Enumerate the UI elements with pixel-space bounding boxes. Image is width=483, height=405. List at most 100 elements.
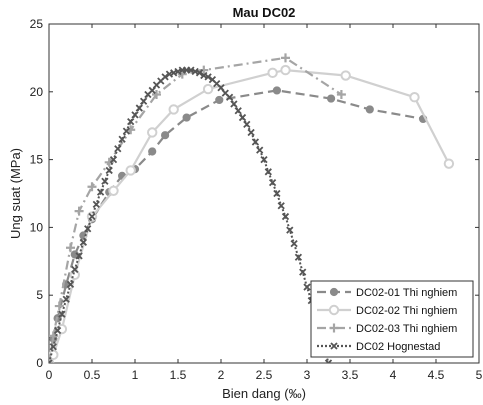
series-dc02-01-thi-nghiem-marker — [148, 147, 157, 156]
series-dc02-hognestad-marker — [247, 128, 255, 137]
series-dc02-hognestad-marker — [66, 280, 75, 288]
legend: DC02-01 Thi nghiem DC02-02 Thi nghiem DC02… — [310, 280, 474, 358]
series-dc02-hognestad-marker — [238, 113, 247, 122]
series-dc02-02-thi-nghiem-marker — [125, 165, 136, 176]
series-dc02-hognestad-marker — [195, 69, 204, 77]
series-dc02-hognestad-marker — [75, 252, 83, 260]
series-dc02-01-thi-nghiem-marker — [182, 113, 191, 122]
series-dc02-hognestad-marker — [324, 359, 333, 363]
x-tick-label: 4 — [390, 368, 397, 382]
chart-title: Mau DC02 — [233, 5, 296, 20]
series-dc02-hognestad-marker — [71, 265, 79, 274]
series-layer — [49, 53, 455, 363]
series-dc02-hognestad-marker — [127, 117, 135, 126]
series-dc02-hognestad-marker — [105, 166, 113, 175]
series-dc02-hognestad-marker — [92, 200, 100, 208]
x-tick-label: 2.5 — [256, 368, 273, 382]
series-dc02-hognestad-marker — [84, 225, 92, 233]
series-dc02-hognestad-marker — [118, 135, 126, 143]
series-dc02-hognestad-marker — [101, 177, 109, 185]
x-tick-label: 3 — [304, 368, 311, 382]
series-dc02-hognestad-marker — [79, 238, 88, 246]
x-axis: 0 0.5 1 1.5 2 2.5 3 3.5 4 4.5 5 — [46, 24, 483, 382]
series-dc02-01-thi-nghiem-marker — [326, 94, 336, 103]
series-dc02-02-thi-nghiem-marker — [280, 64, 291, 76]
series-dc02-03-thi-nghiem-marker — [74, 206, 84, 216]
series-dc02-02-thi-nghiem-marker — [147, 127, 158, 138]
series-dc02-hognestad-marker — [109, 155, 118, 164]
legend-dc02-03-thi-nghiem-marker — [329, 323, 339, 333]
legend-label: DC02-01 Thi nghiem — [356, 287, 457, 299]
legend-label: DC02 Hognestad — [356, 341, 440, 353]
legend-label: DC02-03 Thi nghiem — [356, 323, 457, 335]
series-dc02-03-thi-nghiem-marker — [336, 90, 346, 100]
series-dc02-01-thi-nghiem-marker — [365, 105, 374, 114]
series-dc02-hognestad-marker — [230, 100, 238, 108]
x-tick-label: 1.5 — [170, 368, 187, 382]
x-tick-label: 5 — [476, 368, 483, 382]
series-dc02-hognestad-marker — [286, 226, 294, 234]
series-dc02-hognestad-marker — [264, 168, 272, 176]
x-tick-label: 3.5 — [342, 368, 359, 382]
series-dc02-hognestad-marker — [256, 146, 264, 154]
series-dc02-01-thi-nghiem-marker — [161, 131, 170, 140]
series-dc02-hognestad-marker — [122, 127, 131, 135]
series-dc02-hognestad-marker — [251, 138, 260, 146]
x-axis-label: Bien dang (‰) — [222, 386, 306, 401]
series-dc02-02-thi-nghiem-marker — [443, 158, 455, 169]
series-dc02-03-thi-nghiem-marker — [152, 90, 161, 100]
series-dc02-02-thi-nghiem-marker — [49, 349, 59, 361]
series-dc02-hognestad-marker — [88, 212, 96, 221]
legend-dc02-01-thi-nghiem-marker — [329, 287, 339, 297]
legend-box — [310, 280, 474, 358]
series-dc02-01-thi-nghiem-marker — [215, 95, 224, 105]
series-dc02-03-thi-nghiem-marker — [87, 182, 97, 192]
legend-item-dc02-02-thi-nghiem: DC02-02 Thi nghiem — [317, 304, 457, 317]
series-dc02-hognestad-marker — [96, 188, 105, 196]
series-dc02-hognestad-marker — [273, 189, 281, 198]
series-dc02-hognestad-marker — [243, 120, 251, 128]
x-tick-label: 0 — [46, 368, 53, 382]
series-dc02-hognestad-marker — [234, 107, 242, 115]
series-dc02-01-thi-nghiem-marker — [272, 86, 281, 95]
series-dc02-hognestad-marker — [299, 268, 307, 276]
legend-item-dc02-03-thi-nghiem: DC02-03 Thi nghiem — [317, 323, 457, 335]
y-tick-label: 25 — [30, 17, 44, 31]
x-tick-label: 2 — [218, 368, 225, 382]
legend-dc02-02-thi-nghiem-marker — [328, 304, 340, 316]
series-dc02-02-thi-nghiem-marker — [340, 70, 351, 81]
series-dc02-03-thi-nghiem — [49, 53, 346, 363]
series-dc02-hognestad-marker — [131, 111, 139, 119]
series-dc02-hognestad-marker — [53, 326, 62, 335]
legend-item-dc02-01-thi-nghiem: DC02-01 Thi nghiem — [317, 287, 457, 299]
series-dc02-hognestad-marker — [277, 202, 285, 210]
series-dc02-02-thi-nghiem-marker — [409, 92, 420, 103]
series-dc02-hognestad-marker — [49, 343, 57, 351]
y-tick-label: 10 — [30, 220, 44, 234]
series-dc02-hognestad — [49, 66, 333, 363]
series-dc02-hognestad-marker — [268, 179, 277, 187]
legend-label: DC02-02 Thi nghiem — [356, 305, 457, 317]
series-dc02-02-thi-nghiem-marker — [108, 185, 119, 196]
series-line-dc02-hognestad — [49, 69, 330, 363]
series-dc02-03-thi-nghiem-marker — [54, 301, 64, 311]
series-dc02-hognestad-marker — [204, 73, 212, 81]
series-dc02-hognestad-marker — [161, 73, 169, 81]
series-dc02-hognestad-marker — [225, 93, 234, 101]
series-dc02-hognestad-marker — [303, 283, 311, 291]
series-dc02-02-thi-nghiem-marker — [202, 83, 214, 95]
series-dc02-hognestad-marker — [260, 155, 268, 164]
x-tick-label: 4.5 — [428, 368, 445, 382]
series-dc02-hognestad-marker — [281, 212, 290, 221]
series-dc02-03-thi-nghiem-marker — [104, 157, 114, 167]
x-tick-label: 1 — [132, 368, 139, 382]
series-dc02-03-thi-nghiem-marker — [281, 53, 290, 63]
series-dc02-hognestad-marker — [294, 253, 303, 261]
series-dc02-03-thi-nghiem-marker — [66, 243, 75, 253]
series-dc02-hognestad-marker — [139, 97, 148, 105]
y-tick-label: 0 — [36, 356, 43, 370]
series-dc02-hognestad-marker — [62, 295, 70, 303]
series-dc02-03-thi-nghiem-marker — [199, 65, 209, 75]
series-dc02-hognestad-marker — [49, 359, 53, 363]
